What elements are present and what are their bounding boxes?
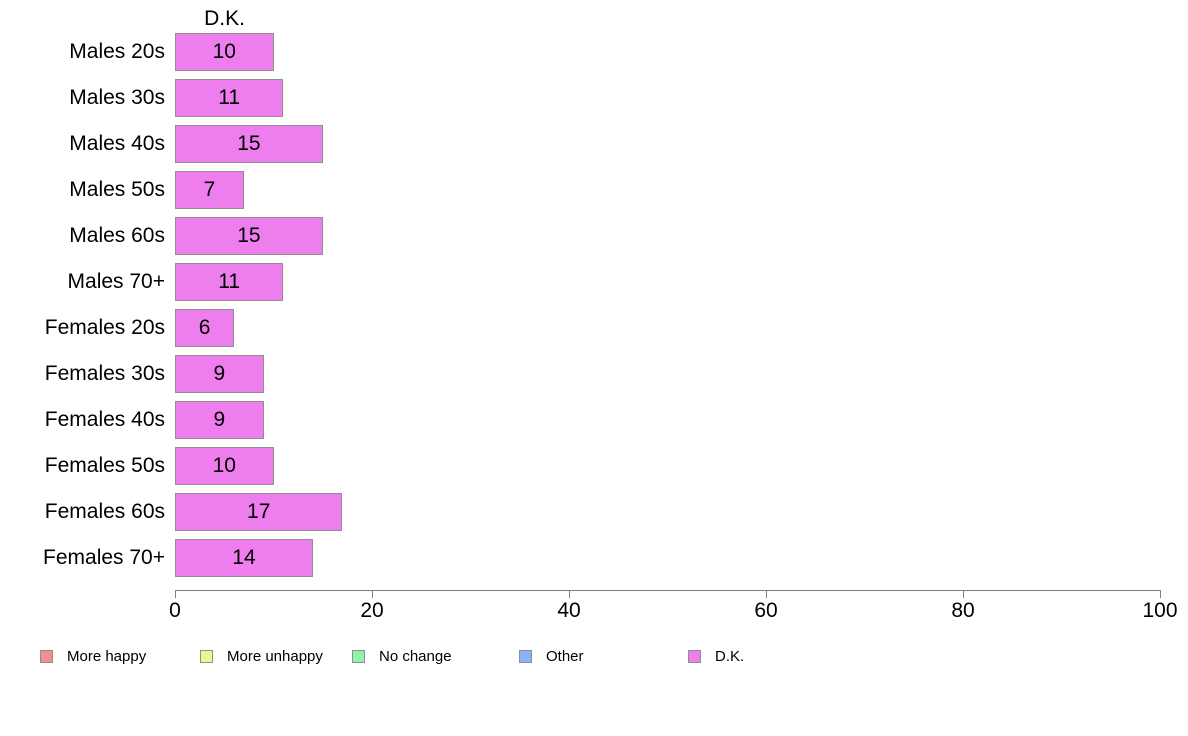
category-label: Females 20s [44, 316, 165, 339]
category-label: Males 20s [69, 40, 165, 63]
bar-value-label: 15 [237, 132, 261, 155]
category-label: Females 70+ [43, 546, 165, 569]
legend-swatch-icon [519, 650, 532, 663]
bar-value-label: 11 [218, 86, 241, 109]
bar: 9 [175, 401, 264, 439]
legend-item: More unhappy [200, 648, 323, 665]
category-label: Males 60s [69, 224, 165, 247]
category-label: Males 40s [69, 132, 165, 155]
bar-value-label: 14 [232, 546, 256, 569]
bar-value-label: 10 [212, 454, 236, 477]
x-axis-tick [175, 590, 176, 598]
x-axis-tick-label: 40 [557, 599, 581, 622]
bar-value-label: 17 [247, 500, 271, 523]
bar: 14 [175, 539, 313, 577]
bar-row: Males 50s 7 [0, 171, 1188, 209]
category-label: Males 70+ [67, 270, 165, 293]
bar: 17 [175, 493, 343, 531]
bar-row: Females 40s 9 [0, 401, 1188, 439]
x-axis-tick-label: 100 [1142, 599, 1178, 622]
bar-value-label: 7 [203, 178, 216, 201]
category-label: Females 40s [44, 408, 165, 431]
x-axis-tick [963, 590, 964, 598]
x-axis-line [175, 590, 1161, 591]
legend-swatch-icon [40, 650, 53, 663]
bar: 9 [175, 355, 264, 393]
legend-label: More unhappy [227, 648, 323, 665]
bar-row: Males 30s 11 [0, 79, 1188, 117]
category-label: Females 60s [44, 500, 165, 523]
legend-label: No change [379, 648, 452, 665]
bar: 11 [175, 263, 284, 301]
legend-item: No change [352, 648, 452, 665]
legend-swatch-icon [688, 650, 701, 663]
bar: 7 [175, 171, 244, 209]
x-axis-tick [1160, 590, 1161, 598]
x-axis-tick [372, 590, 373, 598]
bar-row: Females 70+ 14 [0, 539, 1188, 577]
category-label: Males 50s [69, 178, 165, 201]
bar-row: Females 20s 6 [0, 309, 1188, 347]
legend-label: Other [546, 648, 584, 665]
legend-label: D.K. [715, 648, 745, 665]
bar-value-label: 11 [218, 270, 241, 293]
bar-value-label: 10 [212, 40, 236, 63]
bar-row: Males 60s 15 [0, 217, 1188, 255]
bar-row: Females 30s 9 [0, 355, 1188, 393]
bar: 15 [175, 217, 323, 255]
bar-value-label: 9 [213, 408, 226, 431]
bar: 15 [175, 125, 323, 163]
x-axis-tick-label: 0 [169, 599, 181, 622]
bar-value-label: 6 [198, 316, 211, 339]
legend-swatch-icon [200, 650, 213, 663]
bar: 11 [175, 79, 284, 117]
legend-item: More happy [40, 648, 146, 665]
bar-value-label: 15 [237, 224, 261, 247]
legend-item: Other [519, 648, 584, 665]
category-label: Females 30s [44, 362, 165, 385]
bar-value-label: 9 [213, 362, 226, 385]
bar-row: Males 20s 10 [0, 33, 1188, 71]
bar: 10 [175, 447, 274, 485]
category-label: Males 30s [69, 86, 165, 109]
panel-title: D.K. [204, 7, 245, 30]
x-axis-tick-label: 20 [360, 599, 384, 622]
category-label: Females 50s [44, 454, 165, 477]
bar-row: Males 70+ 11 [0, 263, 1188, 301]
bar-row: Males 40s 15 [0, 125, 1188, 163]
x-axis-tick [766, 590, 767, 598]
bar: 10 [175, 33, 274, 71]
x-axis-tick-label: 80 [951, 599, 975, 622]
bar: 6 [175, 309, 235, 347]
x-axis-tick-label: 60 [754, 599, 778, 622]
x-axis-tick [569, 590, 570, 598]
legend-item: D.K. [688, 648, 744, 665]
bar-row: Females 50s 10 [0, 447, 1188, 485]
bar-row: Females 60s 17 [0, 493, 1188, 531]
legend-label: More happy [67, 648, 147, 665]
legend-swatch-icon [352, 650, 365, 663]
